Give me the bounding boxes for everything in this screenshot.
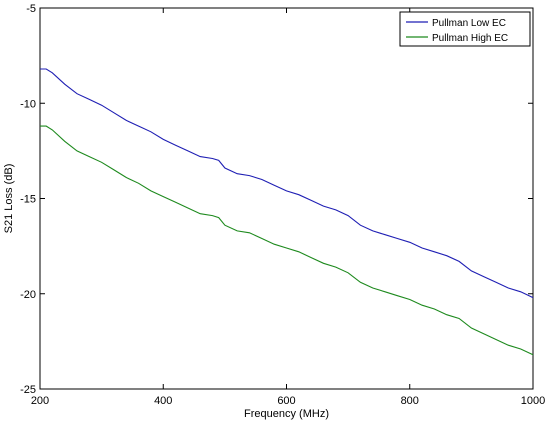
y-tick-label: -10 — [20, 98, 36, 110]
y-tick-label: -25 — [20, 384, 36, 396]
plot-area — [39, 7, 534, 390]
y-axis-label: S21 Loss (dB) — [3, 164, 15, 234]
legend-label-low-ec: Pullman Low EC — [432, 18, 506, 29]
y-tick-label: -5 — [26, 3, 36, 15]
series-line-low-ec — [40, 68, 534, 299]
x-tick-label: 1000 — [521, 395, 545, 407]
legend: Pullman Low EC Pullman High EC — [399, 11, 531, 47]
x-tick-label: 400 — [154, 395, 172, 407]
series-layer — [40, 68, 534, 356]
x-tick-label: 800 — [401, 395, 419, 407]
axis-ticks: 200 400 600 800 1000 -5 -10 -15 -20 -25 — [20, 3, 545, 407]
x-axis-label: Frequency (MHz) — [244, 408, 329, 420]
x-tick-label: 200 — [31, 395, 49, 407]
x-tick-label: 600 — [277, 395, 295, 407]
y-tick-label: -15 — [20, 194, 36, 206]
legend-label-high-ec: Pullman High EC — [432, 33, 508, 44]
legend-box — [399, 11, 531, 47]
y-tick-label: -20 — [20, 289, 36, 301]
series-line-high-ec — [40, 125, 534, 356]
